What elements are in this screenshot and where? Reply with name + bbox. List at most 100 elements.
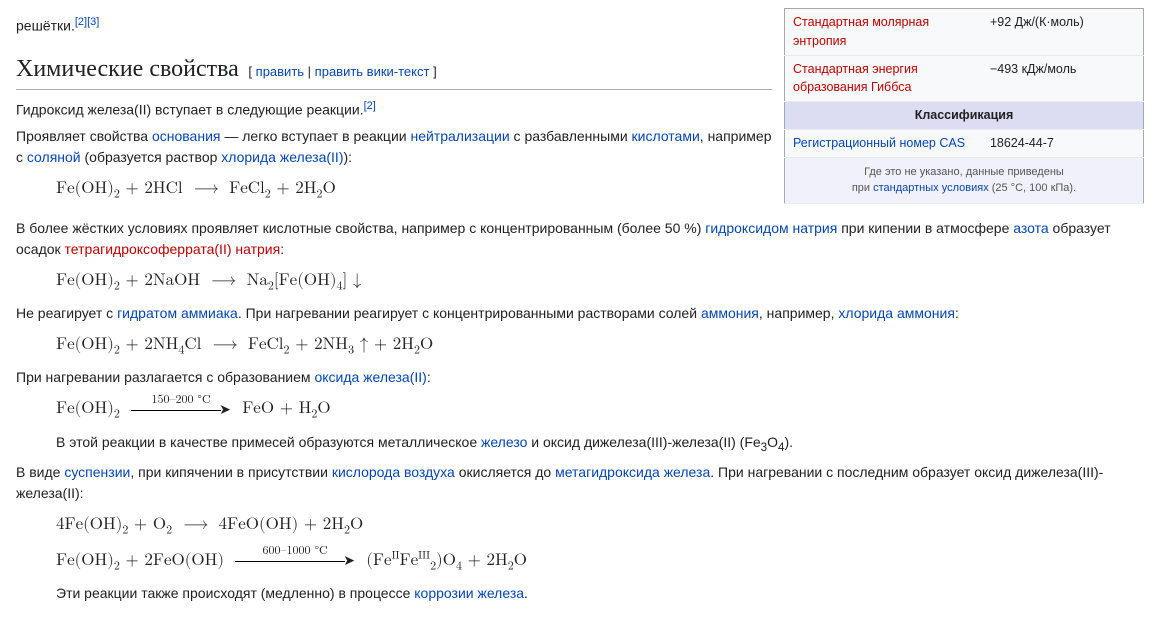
eq-part: 4FeO(OH) + 2H bbox=[219, 516, 344, 533]
link-fecl2[interactable]: хлорида железа(II) bbox=[221, 149, 343, 165]
infobox-value: −493 кДж/моль bbox=[982, 55, 1144, 102]
text: O bbox=[767, 434, 778, 450]
ref-2[interactable]: [2] bbox=[75, 16, 87, 28]
link-n2[interactable]: азота bbox=[1013, 220, 1048, 236]
para-3: В более жёстких условиях проявляет кисло… bbox=[16, 218, 1144, 260]
text: Проявляет свойства bbox=[16, 128, 152, 144]
text: , например, bbox=[759, 305, 838, 321]
intro-tail: решётки.[2][3] bbox=[16, 14, 772, 37]
eq-cond: 600–1000 °C bbox=[235, 542, 355, 560]
text: : bbox=[280, 241, 284, 257]
edit-wikitext-link[interactable]: править вики-текст bbox=[315, 64, 430, 79]
eq-part: Fe(OH) bbox=[56, 552, 114, 569]
eq-part: 2H bbox=[295, 180, 316, 197]
infobox-row: Стандартная энергия образования Гиббса −… bbox=[785, 55, 1144, 102]
link-susp[interactable]: суспензии bbox=[64, 464, 130, 480]
link-nh4cl[interactable]: хлорида аммония bbox=[838, 305, 955, 321]
para-6: В этой реакции в качестве примесей образ… bbox=[56, 432, 1144, 456]
ref-2b[interactable]: [2] bbox=[364, 100, 376, 112]
arrow-cond-icon: 150–200 °C➤ bbox=[131, 397, 231, 423]
intro-text: решётки. bbox=[16, 18, 75, 34]
eq-part: (Fe bbox=[366, 552, 391, 569]
text: : bbox=[427, 369, 431, 385]
equation-1: Fe(OH)2 + 2HCl ⟶ FeCl2 + 2H2O bbox=[56, 176, 772, 203]
eq-part: FeCl bbox=[248, 336, 284, 353]
arrow-icon: ⟶ bbox=[194, 176, 218, 202]
para-2: Проявляет свойства основания — легко вст… bbox=[16, 126, 772, 168]
link-feooh[interactable]: метагидроксида железа bbox=[555, 464, 710, 480]
text: и оксид дижелеза(III)-железа(II) (Fe bbox=[527, 434, 760, 450]
eq-part: )O bbox=[436, 552, 456, 569]
eq-part: + bbox=[271, 180, 296, 197]
arrow-icon: ⟶ bbox=[211, 268, 235, 294]
link-corrosion[interactable]: коррозии железа bbox=[414, 585, 524, 601]
text: Не реагирует с bbox=[16, 305, 117, 321]
text: Эти реакции также происходят (медленно) … bbox=[56, 585, 414, 601]
text: при кипении в атмосфере bbox=[837, 220, 1013, 236]
eq-part: 2NH bbox=[314, 336, 348, 353]
text: . bbox=[524, 585, 528, 601]
eq-sup: II bbox=[392, 550, 400, 561]
equation-6: Fe(OH)2 + 2FeO(OH) 600–1000 °C➤ (FeIIFeI… bbox=[56, 548, 1144, 575]
eq-part: + bbox=[120, 272, 145, 289]
infobox-value: +92 Дж/(К·моль) bbox=[982, 9, 1144, 56]
eq-part: O bbox=[350, 516, 363, 533]
infobox-label: Стандартная молярная энтропия bbox=[785, 9, 982, 56]
text: (25 °C, 100 кПа). bbox=[989, 182, 1076, 194]
eq-part: + O bbox=[128, 516, 166, 533]
link-std-cond[interactable]: стандартных условиях bbox=[873, 182, 989, 194]
link-nh4[interactable]: аммония bbox=[701, 305, 759, 321]
edit-link[interactable]: править bbox=[256, 64, 304, 79]
eq-part: O bbox=[514, 552, 527, 569]
link-neutral[interactable]: нейтрализации bbox=[410, 128, 509, 144]
equation-5: 4Fe(OH)2 + O2 ⟶ 4FeO(OH) + 2H2O bbox=[56, 512, 1144, 539]
infobox-row: Стандартная молярная энтропия +92 Дж/(К·… bbox=[785, 9, 1144, 56]
link-acids[interactable]: кислотами bbox=[632, 128, 700, 144]
link-base[interactable]: основания bbox=[152, 128, 221, 144]
eq-part: Na bbox=[247, 272, 268, 289]
eq-sup: III bbox=[418, 550, 430, 561]
eq-part: + 2FeO(OH) bbox=[120, 552, 224, 569]
eq-part: O bbox=[323, 180, 336, 197]
link-tetra[interactable]: тетрагидроксоферрата(II) натрия bbox=[65, 241, 281, 257]
eq-part: + bbox=[120, 180, 145, 197]
text: Где это не указано, данные приведены bbox=[864, 166, 1064, 178]
link-cas[interactable]: Регистрационный номер CAS bbox=[793, 136, 965, 150]
link-feo[interactable]: оксида железа(II) bbox=[314, 369, 426, 385]
infobox-label: Стандартная энергия образования Гиббса bbox=[785, 55, 982, 102]
eq-part: + 2H bbox=[462, 552, 508, 569]
eq-part: Fe bbox=[400, 552, 419, 569]
link-fe[interactable]: железо bbox=[481, 434, 527, 450]
text: (образуется раствор bbox=[81, 149, 222, 165]
section-title: Химические свойства bbox=[16, 56, 239, 82]
infobox: Стандартная молярная энтропия +92 Дж/(К·… bbox=[784, 8, 1144, 204]
eq-part: 4Fe(OH) bbox=[56, 516, 122, 533]
text: ): bbox=[344, 149, 353, 165]
eq-part: Fe(OH) bbox=[56, 272, 114, 289]
infobox-footnote: Где это не указано, данные приведены при… bbox=[785, 157, 1144, 203]
para-5: При нагревании разлагается с образование… bbox=[16, 367, 1144, 388]
ref-3[interactable]: [3] bbox=[87, 16, 99, 28]
para-8: Эти реакции также происходят (медленно) … bbox=[56, 583, 1144, 604]
link-nh3h2o[interactable]: гидратом аммиака bbox=[117, 305, 238, 321]
eq-part: 2NaOH bbox=[144, 272, 200, 289]
infobox-section: Классификация bbox=[785, 102, 1144, 130]
para-4: Не реагирует с гидратом аммиака. При наг… bbox=[16, 303, 1144, 324]
eq-cond: 150–200 °C bbox=[131, 391, 231, 409]
eq-part: Fe(OH) bbox=[56, 180, 114, 197]
eq-part: 2NH bbox=[144, 336, 178, 353]
link-hcl[interactable]: соляной bbox=[27, 149, 81, 165]
eq-part: ] ↓ bbox=[342, 272, 361, 289]
arrow-icon: ⟶ bbox=[213, 332, 237, 358]
eq-sub: 2 bbox=[166, 525, 172, 537]
eq-part: FeCl bbox=[229, 180, 265, 197]
eq-part: Cl bbox=[184, 336, 201, 353]
text: : bbox=[955, 305, 959, 321]
text: Гидроксид железа(II) вступает в следующи… bbox=[16, 101, 364, 117]
arrow-cond-icon: 600–1000 °C➤ bbox=[235, 548, 355, 574]
text: ). bbox=[785, 434, 794, 450]
section-heading: Химические свойства [ править | править … bbox=[16, 51, 772, 90]
arrow-icon: ⟶ bbox=[183, 512, 207, 538]
link-naoh[interactable]: гидроксидом натрия bbox=[705, 220, 837, 236]
link-o2[interactable]: кислорода воздуха bbox=[332, 464, 455, 480]
